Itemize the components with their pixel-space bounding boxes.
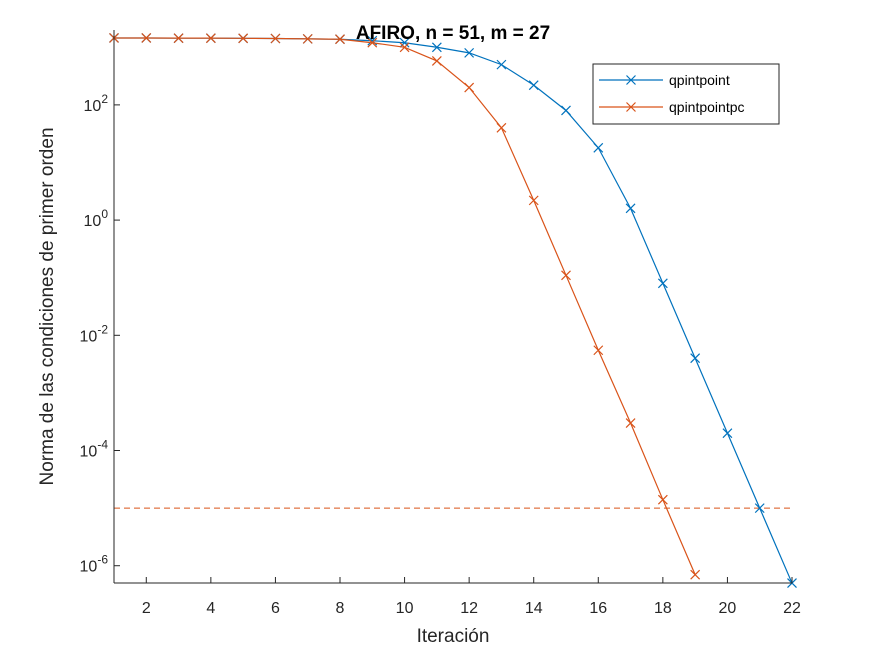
- data-point: [722, 428, 733, 439]
- legend-marker: [626, 102, 636, 112]
- x-tick-label: 6: [271, 600, 280, 617]
- x-tick-label: 20: [719, 600, 737, 617]
- legend-entry: qpintpointpc: [599, 99, 745, 115]
- data-point: [141, 33, 152, 43]
- data-point: [431, 42, 442, 53]
- series-qpintpointpc: [109, 33, 701, 580]
- y-tick-label: 100: [84, 207, 109, 230]
- axes-layer: [113, 30, 792, 584]
- x-tick-label: 8: [336, 600, 345, 617]
- data-point: [657, 494, 668, 505]
- data-point: [464, 82, 475, 93]
- x-tick-label: 22: [783, 600, 801, 617]
- data-point: [205, 33, 216, 44]
- data-point: [238, 33, 249, 44]
- legend-label: qpintpoint: [669, 72, 730, 88]
- data-point: [593, 345, 604, 356]
- data-point: [690, 353, 701, 364]
- x-tick-label: 14: [525, 600, 543, 617]
- data-point: [270, 33, 281, 44]
- x-tick-label: 2: [142, 600, 151, 617]
- data-point: [561, 270, 571, 281]
- data-point: [173, 33, 184, 44]
- data-point: [657, 278, 668, 289]
- data-point: [302, 33, 313, 44]
- x-tick-label: 4: [206, 600, 215, 617]
- data-point: [528, 80, 539, 91]
- data-point: [464, 47, 475, 58]
- data-point: [625, 203, 636, 214]
- x-tick-label: 12: [460, 600, 478, 617]
- data-point: [754, 503, 765, 514]
- y-tick-label: 10-4: [80, 438, 109, 461]
- data-point: [399, 37, 410, 48]
- x-tick-label: 16: [589, 600, 607, 617]
- y-tick-label: 10-6: [80, 553, 109, 576]
- data-point: [561, 105, 571, 116]
- y-tick-label: 102: [84, 92, 109, 115]
- data-point: [690, 569, 701, 580]
- data-point: [335, 34, 345, 45]
- y-axis-label: Norma de las condiciones de primer orden: [37, 127, 58, 485]
- data-point: [528, 195, 539, 206]
- data-point: [496, 122, 507, 133]
- data-point: [431, 55, 442, 66]
- legend-label: qpintpointpc: [669, 99, 745, 115]
- data-point: [399, 42, 410, 53]
- x-tick-label: 18: [654, 600, 672, 617]
- data-point: [625, 418, 636, 428]
- y-tick-label: 10-2: [80, 322, 109, 345]
- x-tick-label: 10: [396, 600, 414, 617]
- chart-title: AFIRO, n = 51, m = 27: [356, 23, 550, 44]
- legend-box: [592, 63, 780, 125]
- data-point: [496, 59, 507, 70]
- legend-marker: [626, 75, 636, 85]
- series-layer: [109, 33, 797, 588]
- x-axis-label: Iteración: [417, 626, 490, 647]
- data-point: [367, 37, 378, 48]
- legend-entry: qpintpoint: [599, 72, 730, 88]
- data-point: [593, 142, 604, 153]
- ticks-layer: 2 4 6 8 10 12 14 16 18 20 22 102 100 10-2 10-4 10-6: [80, 92, 801, 617]
- legend: qpintpoint qpintpointpc: [592, 63, 780, 125]
